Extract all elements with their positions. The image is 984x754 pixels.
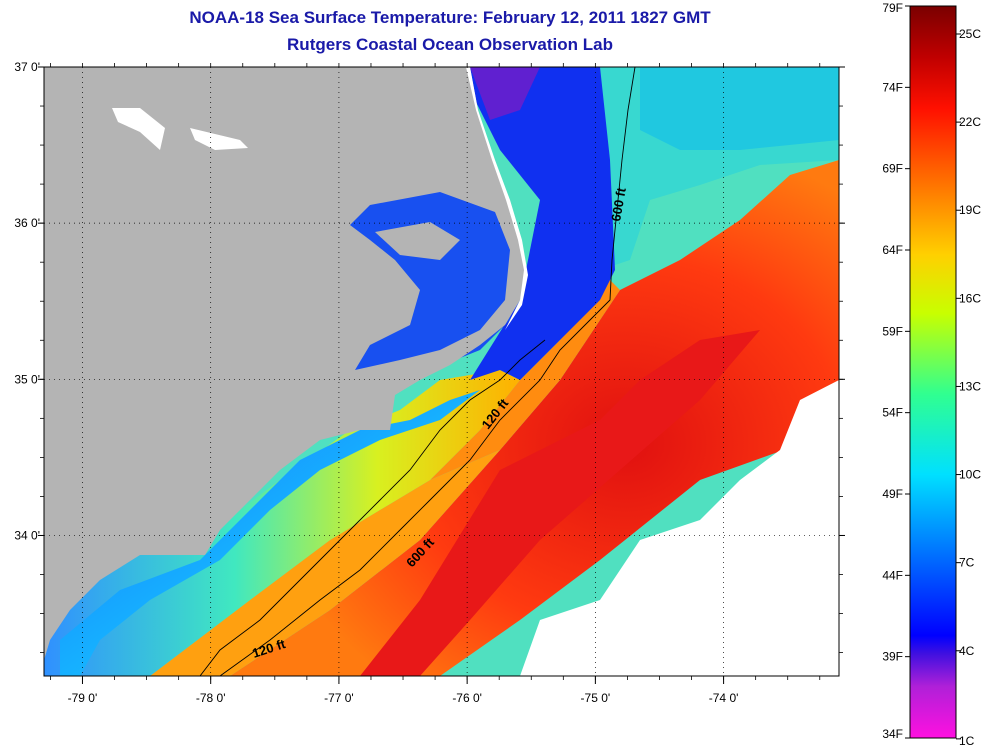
coldest-water bbox=[470, 67, 540, 120]
inland-lake bbox=[112, 108, 165, 150]
x-tick-label: -74 0' bbox=[709, 691, 739, 705]
y-tick-label: 36 0' bbox=[14, 216, 40, 230]
y-tick-label: 34 0' bbox=[14, 528, 40, 542]
map-title: NOAA-18 Sea Surface Temperature: Februar… bbox=[189, 8, 711, 27]
colorbar-c-label: 25C bbox=[959, 27, 981, 41]
outer-banks bbox=[466, 67, 528, 330]
colorbar-c-label: 19C bbox=[959, 203, 981, 217]
peninsula bbox=[375, 222, 460, 260]
contour-label-600-north: 600 ft bbox=[608, 186, 629, 223]
colorbar-c-label: 10C bbox=[959, 468, 981, 482]
colorbar-f-label: 54F bbox=[882, 406, 903, 420]
colorbar-f-label: 34F bbox=[882, 727, 903, 741]
colorbar-f-label: 49F bbox=[882, 487, 903, 501]
cold-coastal-band bbox=[470, 67, 615, 380]
x-tick-label: -79 0' bbox=[68, 691, 98, 705]
colorbar-celsius-labels: 25C 22C 19C 16C 13C 10C 7C 4C 1C bbox=[956, 27, 981, 748]
colorbar-gradient bbox=[909, 5, 957, 739]
contour-120ft bbox=[199, 339, 546, 676]
bathymetry-contours bbox=[199, 67, 636, 676]
colorbar-f-label: 44F bbox=[882, 568, 903, 582]
inland-lake-2 bbox=[190, 128, 248, 150]
colorbar-f-label: 69F bbox=[882, 162, 903, 176]
y-tick-label: 35 0' bbox=[14, 372, 40, 386]
cloud-mask-east bbox=[720, 470, 839, 676]
colorbar-c-label: 13C bbox=[959, 379, 981, 393]
colorbar-fahrenheit-labels: 79F 74F 69F 64F 59F 54F 49F 44F 39F 34F bbox=[882, 1, 910, 741]
colorbar-f-label: 79F bbox=[882, 1, 903, 15]
nearshore-water bbox=[60, 390, 480, 676]
colorbar-c-label: 4C bbox=[959, 644, 975, 658]
southern-shelf-water bbox=[44, 370, 520, 676]
colorbar-f-label: 64F bbox=[882, 243, 903, 257]
colorbar-f-label: 39F bbox=[882, 650, 903, 664]
contour-600ft bbox=[219, 67, 636, 676]
colorbar-f-label: 74F bbox=[882, 80, 903, 94]
x-tick-label: -78 0' bbox=[196, 691, 226, 705]
gulf-stream bbox=[230, 160, 839, 676]
x-tick-label: -75 0' bbox=[581, 691, 611, 705]
colorbar-c-label: 22C bbox=[959, 115, 981, 129]
offshore-cold-patch bbox=[640, 67, 839, 150]
x-tick-label: -76 0' bbox=[452, 691, 482, 705]
x-axis: -79 0' -78 0' -77 0' -76 0' -75 0' -74 0' bbox=[50, 63, 821, 705]
map-subtitle: Rutgers Coastal Ocean Observation Lab bbox=[287, 35, 613, 54]
map-frame bbox=[43, 66, 840, 677]
y-tick-label: 37 0' bbox=[14, 60, 40, 74]
gulf-stream-core bbox=[360, 330, 760, 676]
warm-shelf-break bbox=[150, 450, 500, 676]
colorbar-c-label: 7C bbox=[959, 556, 975, 570]
colorbar-c-label: 16C bbox=[959, 291, 981, 305]
colorbar-f-label: 59F bbox=[882, 324, 903, 338]
y-axis: 37 0' 36 0' 35 0' 34 0' bbox=[14, 60, 845, 653]
x-tick-label: -77 0' bbox=[324, 691, 354, 705]
sst-field bbox=[44, 67, 839, 676]
colorbar-c-label: 1C bbox=[959, 734, 975, 748]
